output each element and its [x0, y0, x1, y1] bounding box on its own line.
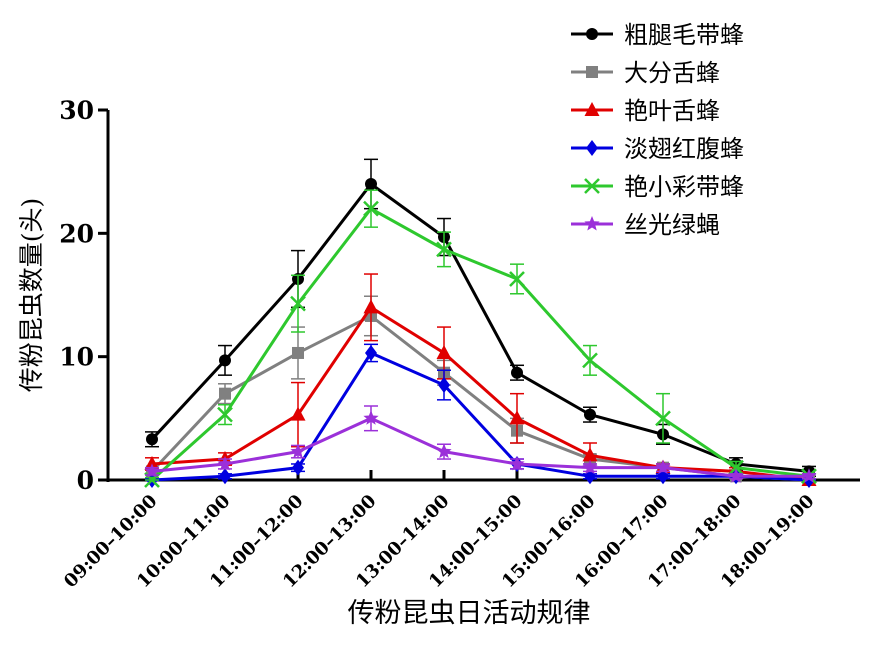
- series-group: [145, 343, 816, 488]
- series-line: [151, 305, 810, 482]
- legend-item: 艳叶舌蜂: [571, 97, 720, 125]
- series-line: [151, 416, 809, 478]
- data-point: [144, 455, 160, 470]
- data-point: [728, 459, 744, 476]
- y-tick-label: 0: [77, 466, 94, 495]
- series-group: [144, 405, 817, 483]
- data-point: [801, 468, 817, 483]
- legend-item: 艳小彩带蜂: [571, 173, 744, 201]
- series-line: [150, 181, 810, 473]
- data-point: [582, 459, 598, 475]
- data-point: [363, 410, 379, 425]
- data-point: [290, 295, 306, 312]
- data-point: [144, 463, 160, 478]
- axes: 010203009:00–10:0010:00–11:0011:00–12:00…: [59, 96, 860, 592]
- data-point: [511, 366, 523, 379]
- data-point: [219, 354, 231, 367]
- y-tick-label: 20: [59, 219, 94, 248]
- data-point: [292, 459, 304, 476]
- data-point: [436, 344, 452, 359]
- y-tick-label: 30: [59, 96, 94, 125]
- data-point: [509, 456, 525, 471]
- data-point: [363, 299, 379, 314]
- data-point: [509, 271, 525, 287]
- data-point: [219, 468, 231, 485]
- data-point: [728, 468, 744, 483]
- legend-label: 丝光绿蝇: [624, 211, 720, 239]
- data-point: [365, 344, 377, 361]
- legend-item: 粗腿毛带蜂: [571, 21, 744, 49]
- legend-marker: [584, 178, 600, 194]
- data-point: [436, 241, 452, 258]
- data-point: [655, 459, 671, 475]
- data-point: [219, 387, 231, 400]
- series-line: [150, 314, 810, 482]
- x-axis-label: 传粉昆虫日活动规律: [348, 598, 591, 629]
- series-line: [151, 351, 810, 482]
- legend-label: 粗腿毛带蜂: [624, 21, 744, 49]
- data-point: [363, 200, 379, 217]
- legend-marker: [586, 28, 598, 40]
- data-point: [292, 346, 304, 359]
- legend-label: 艳小彩带蜂: [624, 173, 744, 201]
- data-point: [365, 178, 377, 190]
- data-point: [217, 406, 233, 423]
- series-layer: [144, 158, 817, 488]
- y-axis-label: 传粉昆虫数量(头): [17, 198, 46, 393]
- legend-marker: [584, 102, 600, 116]
- data-point: [438, 377, 450, 394]
- data-point: [217, 456, 233, 471]
- legend-item: 淡翅红腹蜂: [571, 135, 744, 163]
- data-point: [146, 433, 158, 446]
- series-line: [150, 206, 810, 482]
- data-point: [584, 408, 596, 421]
- legend-label: 淡翅红腹蜂: [624, 135, 744, 163]
- data-point: [436, 443, 452, 459]
- data-point: [582, 447, 598, 462]
- data-point: [582, 352, 598, 369]
- legend-marker: [586, 66, 598, 78]
- legend-item: 丝光绿蝇: [571, 211, 720, 239]
- data-point: [290, 443, 306, 459]
- data-point: [655, 410, 671, 427]
- legend-marker: [584, 216, 600, 231]
- data-point: [509, 410, 525, 425]
- series-group: [145, 158, 816, 478]
- data-point: [290, 406, 306, 421]
- legend-marker: [586, 140, 598, 156]
- legend-item: 大分舌蜂: [571, 59, 720, 87]
- y-tick-label: 10: [59, 343, 94, 372]
- series-group: [144, 273, 817, 486]
- legend-label: 艳叶舌蜂: [624, 97, 720, 125]
- legend-label: 大分舌蜂: [624, 59, 720, 87]
